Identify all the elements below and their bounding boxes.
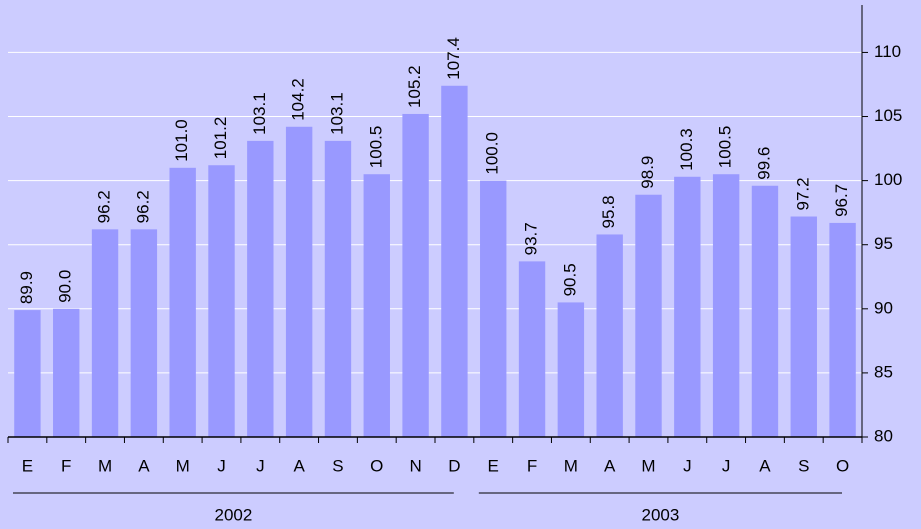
bar bbox=[130, 229, 158, 437]
x-tick-label: M bbox=[176, 456, 190, 475]
bar bbox=[557, 302, 585, 437]
x-tick-label: A bbox=[604, 456, 616, 475]
bar bbox=[169, 167, 196, 437]
x-tick-label: F bbox=[527, 456, 537, 475]
x-tick-label: M bbox=[564, 456, 578, 475]
x-tick-label: O bbox=[370, 456, 383, 475]
x-tick-label: J bbox=[683, 456, 692, 475]
x-tick-label: S bbox=[798, 456, 809, 475]
bar bbox=[829, 222, 856, 437]
value-label: 95.8 bbox=[599, 195, 618, 228]
x-tick-label: E bbox=[488, 456, 499, 475]
value-label: 90.5 bbox=[560, 263, 579, 296]
x-tick-label: N bbox=[409, 456, 421, 475]
value-label: 100.5 bbox=[716, 126, 735, 169]
value-label: 101.2 bbox=[211, 117, 230, 160]
bar bbox=[480, 180, 507, 437]
x-tick-label: D bbox=[448, 456, 460, 475]
x-tick-label: F bbox=[61, 456, 71, 475]
bar bbox=[402, 113, 429, 437]
bar bbox=[518, 261, 546, 437]
x-tick-label: M bbox=[98, 456, 112, 475]
bar bbox=[208, 165, 235, 437]
bar bbox=[324, 140, 352, 438]
value-label: 105.2 bbox=[405, 65, 424, 108]
value-label: 96.7 bbox=[832, 184, 851, 217]
value-label: 100.5 bbox=[366, 126, 385, 169]
y-tick-label: 85 bbox=[874, 362, 893, 381]
bar bbox=[635, 194, 662, 437]
value-label: 96.2 bbox=[133, 190, 152, 223]
value-label: 99.6 bbox=[754, 147, 773, 180]
bar bbox=[247, 140, 274, 438]
x-tick-label: J bbox=[217, 456, 226, 475]
bar bbox=[285, 126, 313, 437]
x-tick-label: J bbox=[722, 456, 731, 475]
bar bbox=[674, 176, 701, 437]
value-label: 100.0 bbox=[483, 132, 502, 175]
y-tick-label: 95 bbox=[874, 234, 893, 253]
x-tick-label: A bbox=[293, 456, 305, 475]
bar bbox=[712, 174, 740, 437]
bar bbox=[91, 229, 119, 437]
x-tick-label: O bbox=[836, 456, 849, 475]
x-tick-label: J bbox=[256, 456, 265, 475]
x-tick-label: M bbox=[641, 456, 655, 475]
value-label: 107.4 bbox=[444, 37, 463, 80]
x-tick-label: A bbox=[759, 456, 771, 475]
bar bbox=[363, 174, 390, 437]
y-tick-label: 80 bbox=[874, 426, 893, 445]
y-tick-label: 90 bbox=[874, 298, 893, 317]
group-label: 2002 bbox=[214, 505, 252, 524]
value-label: 93.7 bbox=[522, 222, 541, 255]
bar bbox=[441, 85, 468, 437]
value-label: 98.9 bbox=[638, 156, 657, 189]
y-tick-label: 100 bbox=[874, 170, 902, 189]
bar bbox=[53, 308, 80, 437]
x-tick-label: E bbox=[22, 456, 33, 475]
value-label: 97.2 bbox=[793, 177, 812, 210]
value-label: 103.1 bbox=[327, 92, 346, 135]
value-label: 101.0 bbox=[172, 119, 191, 162]
y-tick-label: 110 bbox=[874, 42, 901, 61]
bar bbox=[790, 216, 817, 437]
value-label: 100.3 bbox=[677, 128, 696, 171]
value-label: 96.2 bbox=[95, 190, 114, 223]
x-tick-label: A bbox=[138, 456, 150, 475]
x-tick-label: S bbox=[332, 456, 343, 475]
bar bbox=[751, 185, 779, 437]
bar bbox=[14, 310, 41, 437]
group-label: 2003 bbox=[641, 505, 679, 524]
value-label: 104.2 bbox=[289, 78, 308, 121]
bar bbox=[596, 234, 623, 437]
value-label: 89.9 bbox=[17, 271, 36, 304]
value-label: 103.1 bbox=[250, 92, 269, 135]
value-label: 90.0 bbox=[56, 270, 75, 303]
y-tick-label: 105 bbox=[874, 106, 902, 125]
